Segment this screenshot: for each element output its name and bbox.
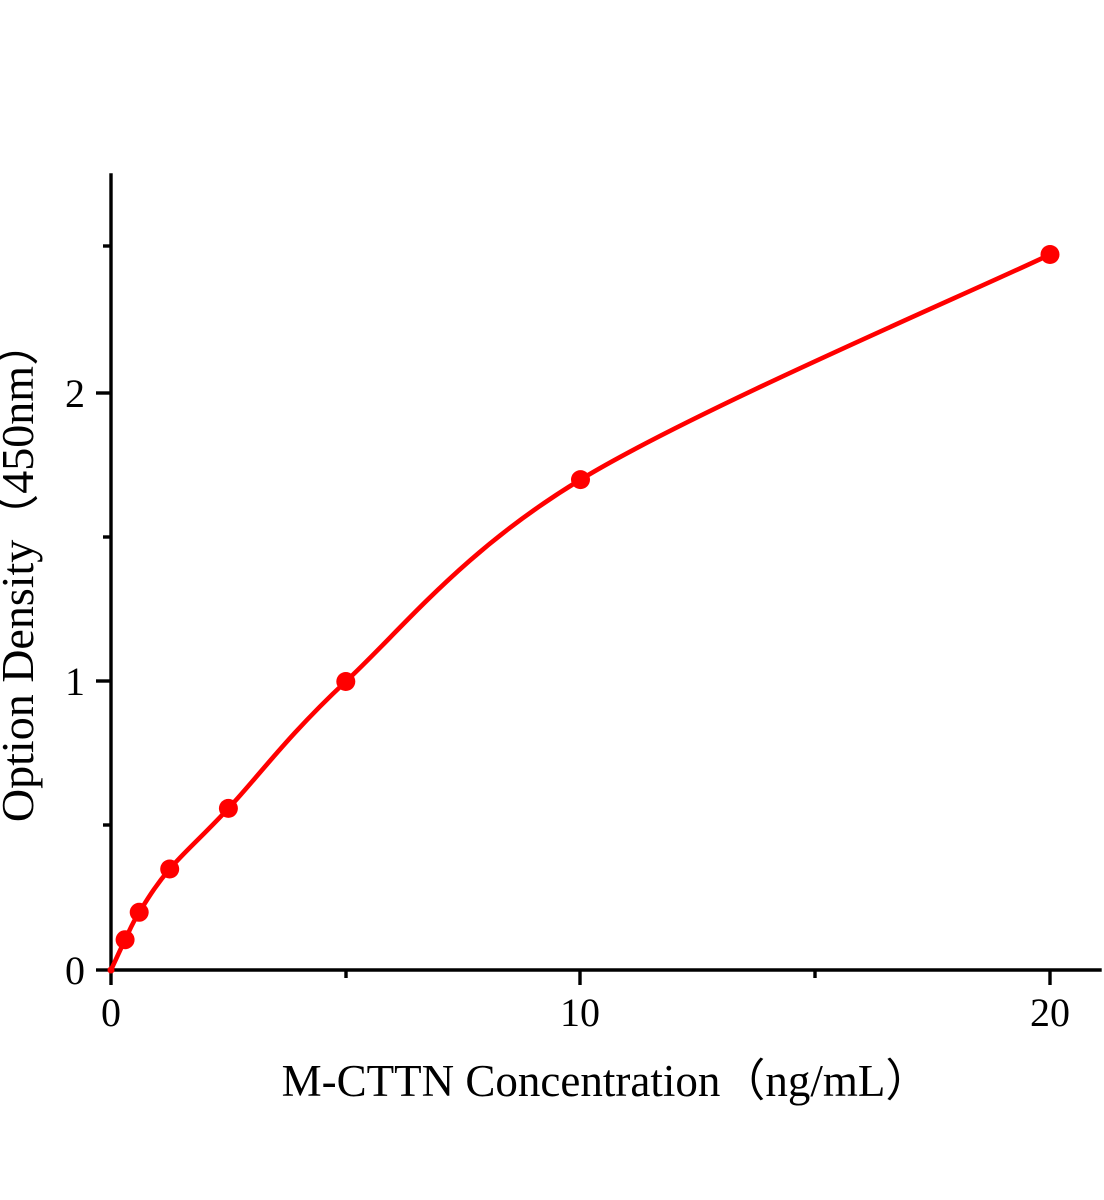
svg-text:2: 2 [65, 371, 85, 416]
svg-text:10: 10 [560, 990, 600, 1035]
svg-text:1: 1 [65, 659, 85, 704]
svg-text:0: 0 [65, 948, 85, 993]
svg-text:0: 0 [101, 990, 121, 1035]
svg-text:Option Density（450nm）: Option Density（450nm） [0, 320, 43, 822]
svg-text:M-CTTN Concentration（ng/mL）: M-CTTN Concentration（ng/mL） [282, 1056, 931, 1106]
svg-text:20: 20 [1030, 990, 1070, 1035]
